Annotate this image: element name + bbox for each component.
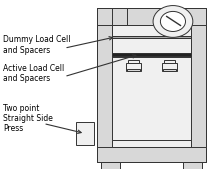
- Bar: [163, 69, 176, 71]
- Text: Active Load Cell
and Spacers: Active Load Cell and Spacers: [3, 64, 65, 83]
- Bar: [162, 63, 177, 71]
- Bar: [127, 69, 140, 71]
- Bar: [112, 140, 191, 147]
- Bar: [112, 25, 191, 36]
- Text: Dummy Load Cell
and Spacers: Dummy Load Cell and Spacers: [3, 35, 71, 55]
- Bar: [97, 147, 206, 162]
- Bar: [112, 38, 191, 53]
- Bar: [97, 8, 206, 162]
- Circle shape: [160, 11, 186, 31]
- Bar: [97, 8, 206, 25]
- Bar: [76, 122, 95, 145]
- Circle shape: [153, 6, 193, 37]
- Bar: [112, 36, 191, 38]
- Text: Two point
Straight Side
Press: Two point Straight Side Press: [3, 104, 53, 133]
- Bar: [97, 8, 112, 162]
- Bar: [128, 60, 139, 63]
- Bar: [101, 162, 120, 169]
- Bar: [183, 162, 202, 169]
- Bar: [163, 60, 175, 63]
- Bar: [191, 8, 206, 162]
- Bar: [112, 53, 191, 56]
- Bar: [126, 63, 141, 71]
- Bar: [112, 56, 191, 57]
- Bar: [112, 8, 127, 25]
